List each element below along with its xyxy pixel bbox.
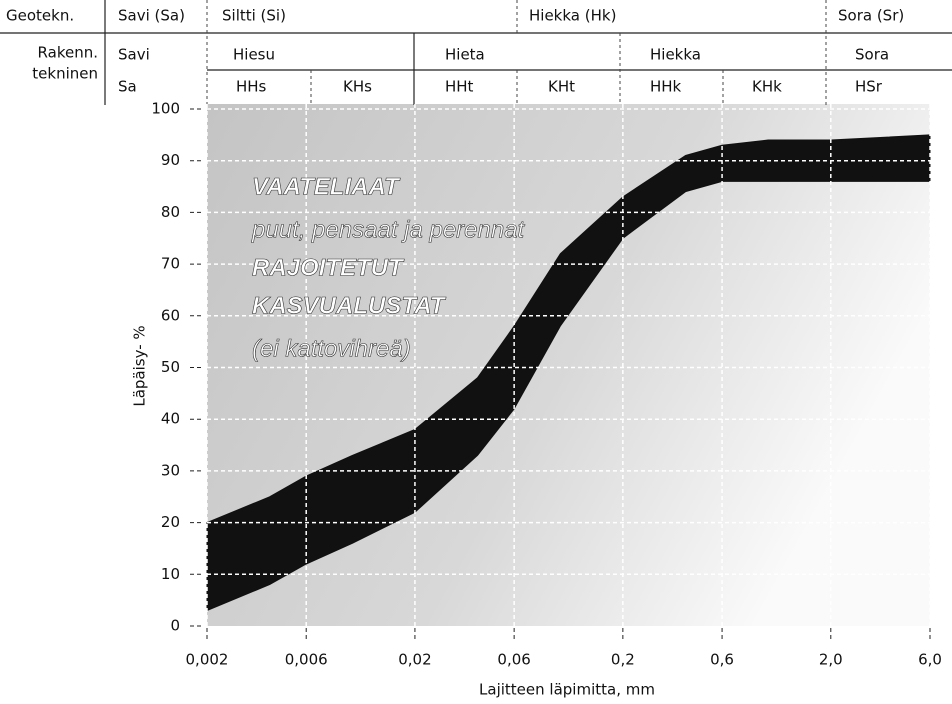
header-cell: Hiekka (Hk) (529, 7, 616, 25)
y-tick-label: 50 (161, 358, 180, 376)
header-cell: KHs (343, 78, 372, 96)
y-tick-label: 100 (151, 100, 180, 118)
y-tick-label: 0 (170, 617, 180, 635)
y-tick-label: 40 (161, 410, 180, 428)
header-cell: Savi (118, 46, 150, 64)
annotation: puut, pensaat ja perennat (251, 216, 526, 243)
header-cell: Sa (118, 78, 137, 96)
header-label: Geotekn. (6, 7, 74, 25)
header-cell: HHt (445, 78, 474, 96)
y-tick-label: 60 (161, 306, 180, 324)
annotation: (ei kattovihreä) (252, 335, 411, 362)
annotation: KASVUALUSTAT (252, 292, 447, 319)
x-tick-label: 0,02 (398, 651, 431, 669)
header-cell: HSr (855, 78, 883, 96)
y-tick-label: 70 (161, 255, 180, 273)
y-tick-label: 90 (161, 151, 180, 169)
header-cell: Hieta (445, 46, 485, 64)
y-tick-label: 30 (161, 461, 180, 479)
y-tick-label: 20 (161, 513, 180, 531)
y-tick-label: 80 (161, 203, 180, 221)
header-cell: KHk (752, 78, 782, 96)
header-label: Rakenn. (38, 44, 98, 62)
header-cell: Sora (Sr) (838, 7, 904, 25)
header-cell: Savi (Sa) (118, 7, 185, 25)
header-label: tekninen (32, 65, 98, 83)
header-cell: Siltti (Si) (222, 7, 286, 25)
annotation: RAJOITETUT (252, 254, 405, 281)
y-axis-label: Läpäisy- % (131, 325, 149, 406)
x-tick-label: 0,06 (497, 651, 530, 669)
header-cell: Hiesu (233, 46, 275, 64)
header-cell: Sora (855, 46, 889, 64)
x-tick-label: 0,2 (611, 651, 635, 669)
x-tick-label: 0,006 (285, 651, 328, 669)
header-cell: Hiekka (650, 46, 701, 64)
annotation: VAATELIAAT (252, 173, 401, 200)
x-tick-label: 0,6 (710, 651, 734, 669)
x-axis-label: Lajitteen läpimitta, mm (479, 681, 655, 699)
header-cell: HHk (650, 78, 682, 96)
x-tick-label: 2,0 (819, 651, 843, 669)
header-cell: KHt (548, 78, 575, 96)
x-tick-label: 0,002 (186, 651, 229, 669)
x-tick-label: 6,0 (918, 651, 942, 669)
header-cell: HHs (236, 78, 267, 96)
y-tick-label: 10 (161, 565, 180, 583)
header: Geotekn. Savi (Sa) Siltti (Si) Hiekka (H… (0, 0, 952, 105)
